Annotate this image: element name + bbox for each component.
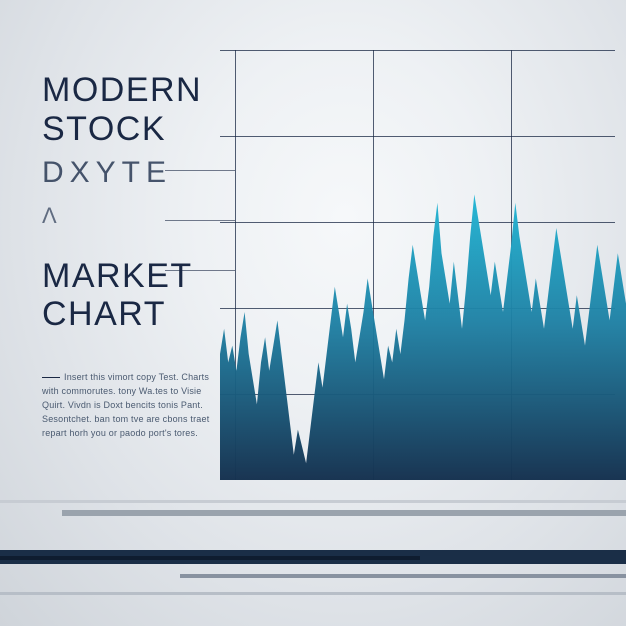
title-line-3: DXYTE bbox=[42, 157, 242, 189]
title-line-2: STOCK bbox=[42, 111, 242, 148]
body-copy-text: Insert this vimort copy Test. Charts wit… bbox=[42, 372, 209, 438]
title-line-6: CHART bbox=[42, 296, 242, 333]
accent-bar bbox=[180, 574, 626, 578]
accent-bar bbox=[0, 592, 626, 595]
title-line-1: MODERN bbox=[42, 72, 242, 109]
title-glyph: Ʌ bbox=[42, 204, 242, 228]
accent-bar bbox=[62, 510, 626, 516]
accent-bar bbox=[0, 556, 420, 560]
accent-bar bbox=[0, 500, 626, 503]
title-block: MODERN STOCK DXYTE Ʌ MARKET CHART Insert… bbox=[42, 72, 242, 441]
title-line-5: MARKET bbox=[42, 258, 242, 295]
body-copy: Insert this vimort copy Test. Charts wit… bbox=[42, 371, 217, 441]
area-chart bbox=[220, 60, 626, 480]
area-series bbox=[220, 194, 626, 480]
grid-hline bbox=[220, 50, 615, 51]
